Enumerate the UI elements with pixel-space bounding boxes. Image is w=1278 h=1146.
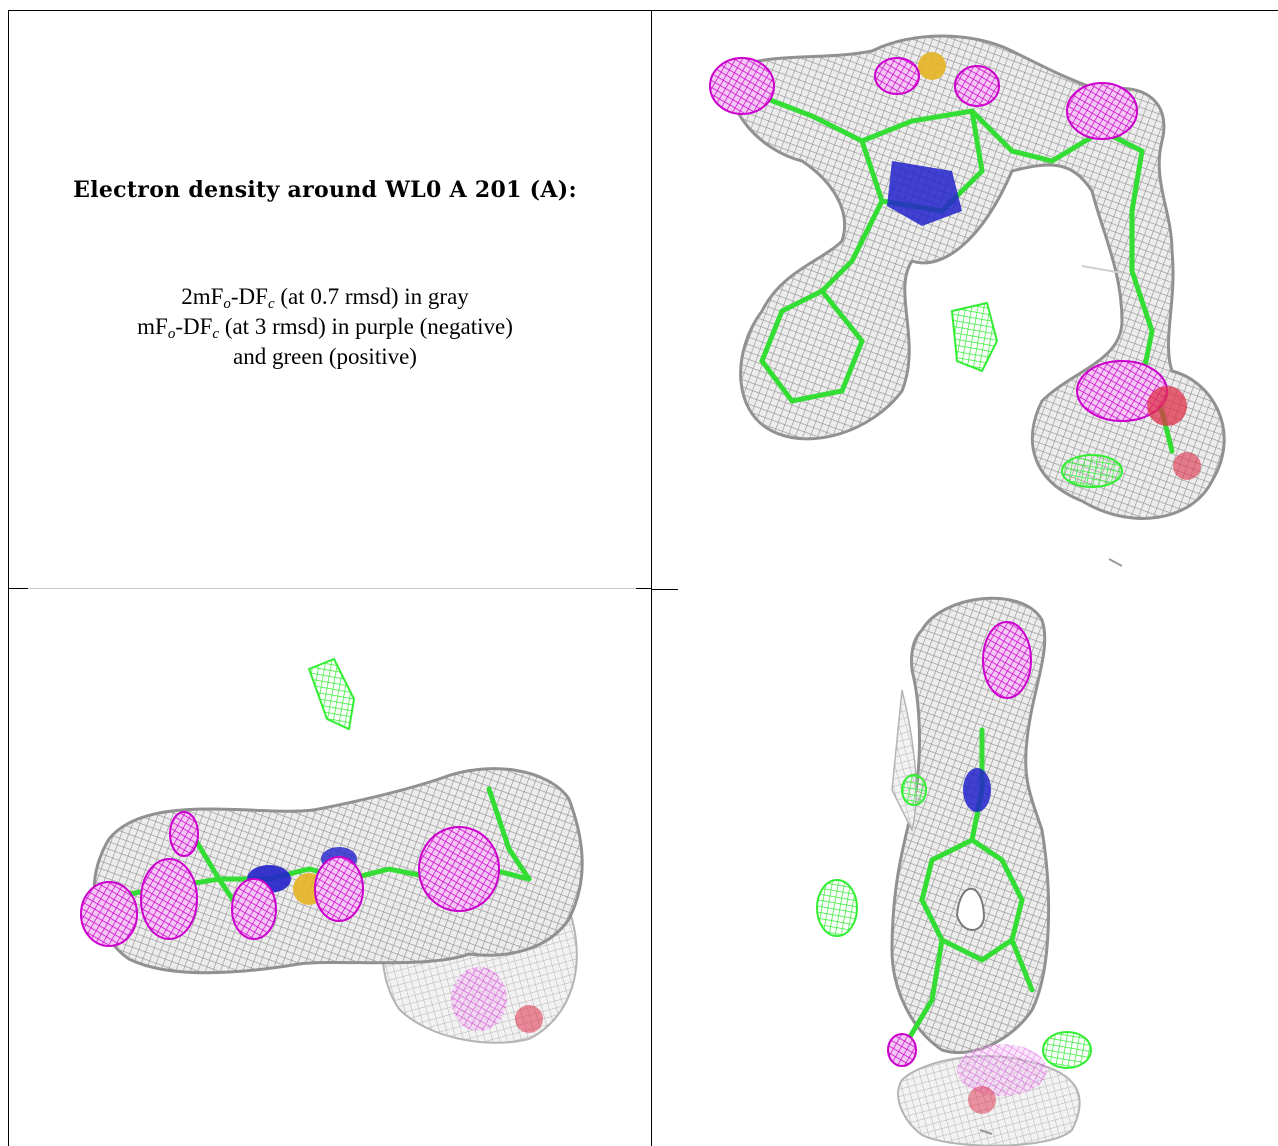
- oxygen-atom: [515, 1005, 543, 1033]
- caption-description: 2mFo-DFc (at 0.7 rmsd) in gray mFo-DFc (…: [0, 282, 650, 372]
- density-negative-3: [231, 878, 277, 940]
- table-divider-horizontal-right: [652, 589, 678, 590]
- nitrogen-atoms: [887, 161, 962, 226]
- sulfur-atom: [918, 52, 946, 80]
- density-negative-1: [982, 621, 1032, 699]
- caption-title: Electron density around WL0 A 201 (A):: [73, 177, 577, 203]
- table-divider-vertical: [651, 10, 652, 1146]
- oxygen-atom: [968, 1086, 996, 1114]
- view-bottom-right: [652, 590, 1278, 1146]
- table-divider-horizontal-mid: [636, 588, 652, 589]
- density-negative-4: [1066, 82, 1138, 140]
- view-bottom-left: [9, 589, 651, 1146]
- density-positive-top: [307, 657, 356, 731]
- density-negative-6: [169, 811, 199, 857]
- density-negative-1: [80, 881, 138, 947]
- caption-line-fofc: mFo-DFc (at 3 rmsd) in purple (negative): [137, 314, 513, 342]
- density-negative-2: [887, 1033, 917, 1067]
- table-divider-horizontal-grey: [28, 588, 636, 589]
- density-positive-2: [1061, 454, 1123, 488]
- density-negative-2: [140, 858, 198, 940]
- density-negative-4: [314, 856, 364, 922]
- ligand-sticks: [899, 727, 1035, 1053]
- density-positive-1: [950, 301, 999, 373]
- density-positive-3: [1042, 1031, 1092, 1069]
- caption-line-colors: and green (positive): [233, 344, 417, 369]
- table-border-top: [8, 10, 1278, 11]
- density-negative-1: [709, 57, 775, 115]
- density-negative-3: [954, 65, 1000, 107]
- oxygen-atom: [1147, 386, 1187, 426]
- nitrogen-atoms: [963, 768, 991, 812]
- density-positive-1: [816, 879, 858, 937]
- density-negative-2: [874, 57, 920, 95]
- density-negative-5: [418, 826, 500, 912]
- density-2fofc-mesh: [729, 34, 1226, 520]
- caption-cell: Electron density around WL0 A 201 (A): 2…: [0, 0, 650, 588]
- density-positive-2: [901, 774, 927, 806]
- table-divider-horizontal-left: [8, 588, 28, 589]
- table-border-left: [8, 10, 9, 1146]
- caption-line-2fofc: 2mFo-DFc (at 0.7 rmsd) in gray: [181, 284, 469, 312]
- view-top-right: [652, 11, 1278, 588]
